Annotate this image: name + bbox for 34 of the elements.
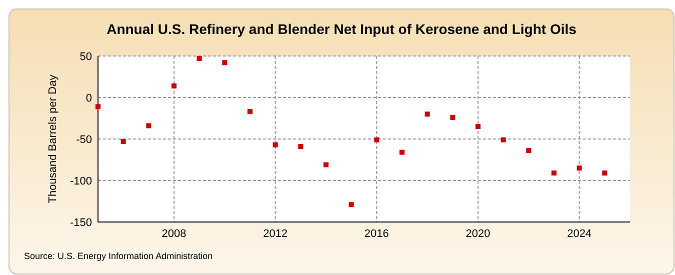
point — [552, 170, 556, 176]
point — [96, 104, 100, 110]
point — [500, 137, 506, 142]
point — [476, 124, 480, 130]
x-tick-label: 2012 — [263, 228, 288, 240]
point — [120, 138, 126, 144]
y-tick-label: -50 — [76, 134, 92, 146]
x-tick-label: 2008 — [162, 228, 186, 240]
point — [172, 83, 176, 88]
point — [248, 109, 252, 114]
point — [222, 60, 228, 66]
point — [602, 170, 608, 176]
chart-title: Annual U.S. Refinery and Blender Net Input of Kerosene and Light Oils — [106, 21, 577, 37]
point — [298, 144, 304, 149]
y-tick-label: 0 — [86, 92, 92, 104]
y-tick-label: -100 — [70, 175, 92, 188]
y-tick-label: 50 — [80, 50, 92, 63]
x-tick-label: 2016 — [364, 228, 389, 240]
y-axis-title: Thousand Barrels per Day — [47, 74, 59, 204]
point — [146, 123, 152, 128]
point — [400, 150, 404, 155]
x-tick-label: 2024 — [567, 228, 592, 240]
source-note: Source: U.S. Energy Information Administration — [24, 251, 213, 261]
point — [526, 148, 532, 154]
point — [348, 202, 354, 208]
point — [324, 162, 328, 168]
y-tick-label: -150 — [70, 216, 92, 229]
point — [374, 137, 380, 142]
point — [424, 112, 430, 117]
point — [272, 142, 278, 148]
point — [196, 56, 202, 61]
point — [576, 166, 582, 171]
x-tick-label: 2020 — [466, 228, 490, 240]
point — [450, 114, 456, 120]
